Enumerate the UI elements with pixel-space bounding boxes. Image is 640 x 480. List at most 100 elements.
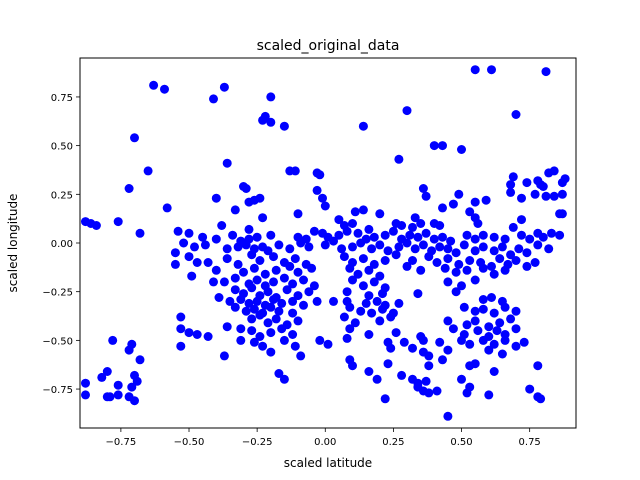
data-point: [378, 304, 387, 314]
data-point: [438, 203, 447, 213]
data-point: [124, 345, 134, 355]
data-point: [130, 133, 139, 143]
data-point: [241, 184, 251, 193]
data-point: [345, 302, 355, 312]
data-point: [367, 308, 377, 318]
data-point: [397, 370, 407, 380]
data-point: [241, 240, 251, 250]
data-point: [102, 367, 112, 376]
data-point: [438, 355, 447, 365]
data-point: [473, 219, 483, 228]
data-point: [350, 207, 360, 217]
data-point: [530, 189, 540, 199]
data-point: [511, 256, 521, 265]
data-point: [489, 308, 499, 318]
data-point: [443, 411, 453, 421]
data-point: [342, 226, 352, 236]
data-point: [435, 337, 445, 347]
data-point: [517, 215, 526, 225]
data-point: [252, 296, 262, 306]
data-point: [446, 236, 456, 246]
data-point: [358, 205, 368, 215]
data-point: [530, 258, 540, 267]
data-point: [508, 222, 518, 232]
data-point: [506, 314, 516, 324]
data-point: [211, 234, 221, 244]
data-point: [130, 396, 139, 406]
data-point: [285, 261, 295, 271]
data-point: [478, 295, 488, 304]
data-point: [288, 296, 298, 306]
y-tick-label: 0.00: [51, 239, 73, 250]
data-point: [304, 242, 314, 252]
data-point: [380, 230, 390, 240]
data-point: [557, 178, 567, 188]
data-point: [219, 277, 229, 287]
data-point: [288, 308, 298, 318]
data-point: [465, 382, 475, 392]
data-point: [279, 121, 289, 131]
data-point: [489, 269, 499, 279]
data-point: [293, 267, 303, 277]
data-point: [266, 230, 276, 240]
data-point: [127, 382, 137, 392]
data-point: [222, 158, 232, 168]
data-point: [487, 65, 496, 75]
data-point: [478, 335, 488, 345]
data-point: [184, 328, 194, 338]
data-point: [375, 316, 385, 326]
data-point: [274, 240, 284, 250]
data-point: [386, 343, 396, 353]
data-point: [299, 300, 308, 310]
data-point: [517, 193, 526, 203]
data-point: [421, 228, 431, 238]
data-point: [470, 275, 480, 285]
x-tick-label: 0.25: [382, 437, 404, 448]
data-point: [506, 187, 516, 197]
data-point: [487, 261, 496, 271]
data-point: [487, 293, 496, 302]
data-point: [522, 261, 532, 271]
data-point: [443, 345, 453, 355]
data-point: [124, 184, 134, 193]
y-tick-label: 0.25: [51, 190, 73, 201]
data-point: [500, 234, 510, 244]
data-point: [408, 343, 417, 353]
y-axis-label: scaled longitude: [6, 194, 20, 293]
data-point: [339, 252, 349, 262]
data-point: [184, 252, 194, 262]
data-point: [293, 316, 303, 326]
data-point: [421, 191, 431, 201]
data-point: [247, 250, 257, 260]
data-point: [236, 295, 246, 304]
data-point: [451, 287, 461, 297]
data-point: [364, 330, 374, 339]
data-point: [236, 324, 246, 334]
data-point: [402, 261, 412, 271]
data-point: [525, 384, 535, 394]
data-point: [312, 185, 322, 195]
data-point: [418, 184, 428, 193]
data-point: [81, 378, 90, 388]
data-point: [394, 298, 404, 308]
data-point: [402, 106, 412, 116]
data-point: [176, 324, 186, 334]
data-point: [358, 281, 368, 291]
data-point: [293, 209, 303, 219]
data-point: [222, 322, 232, 332]
data-point: [457, 335, 466, 345]
data-point: [519, 337, 529, 347]
data-point: [484, 345, 494, 355]
data-point: [143, 166, 153, 176]
x-tick-label: −0.50: [174, 437, 205, 448]
data-point: [495, 318, 505, 328]
data-point: [108, 335, 118, 345]
data-point: [438, 232, 447, 242]
data-point: [443, 277, 453, 287]
data-point: [345, 263, 355, 273]
data-point: [309, 281, 319, 291]
data-point: [429, 141, 439, 151]
data-point: [443, 244, 453, 254]
data-point: [230, 302, 240, 312]
data-point: [511, 110, 521, 119]
